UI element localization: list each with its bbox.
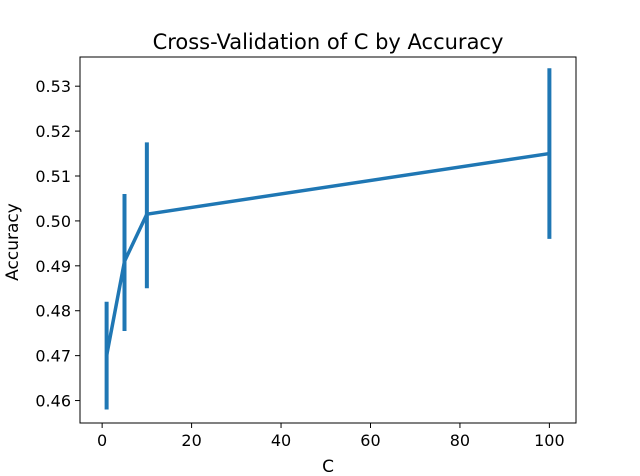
y-tick-label: 0.52 (35, 122, 71, 141)
y-tick-label: 0.53 (35, 77, 71, 96)
x-tick-label: 60 (360, 431, 380, 450)
y-tick-label: 0.46 (35, 392, 71, 411)
x-axis-label: C (322, 457, 334, 476)
x-axis: 0 20 40 60 80 100 (97, 423, 565, 450)
y-tick-label: 0.47 (35, 347, 71, 366)
x-tick-label: 80 (450, 431, 470, 450)
plot-area (79, 56, 577, 424)
y-axis-label: Accuracy (3, 203, 23, 281)
y-tick-label: 0.50 (35, 212, 71, 231)
y-axis: 0.46 0.47 0.48 0.49 0.50 0.51 0.52 0.53 (35, 77, 80, 411)
chart-title: Cross-Validation of C by Accuracy (153, 30, 504, 54)
plot-frame (79, 56, 577, 424)
y-tick-label: 0.51 (35, 167, 71, 186)
series-line (104, 151, 550, 356)
x-tick-label: 0 (97, 431, 107, 450)
y-tick-label: 0.49 (35, 257, 71, 276)
y-tick-label: 0.48 (35, 302, 71, 321)
x-tick-label: 40 (271, 431, 291, 450)
x-tick-label: 100 (534, 431, 565, 450)
x-tick-label: 20 (181, 431, 201, 450)
